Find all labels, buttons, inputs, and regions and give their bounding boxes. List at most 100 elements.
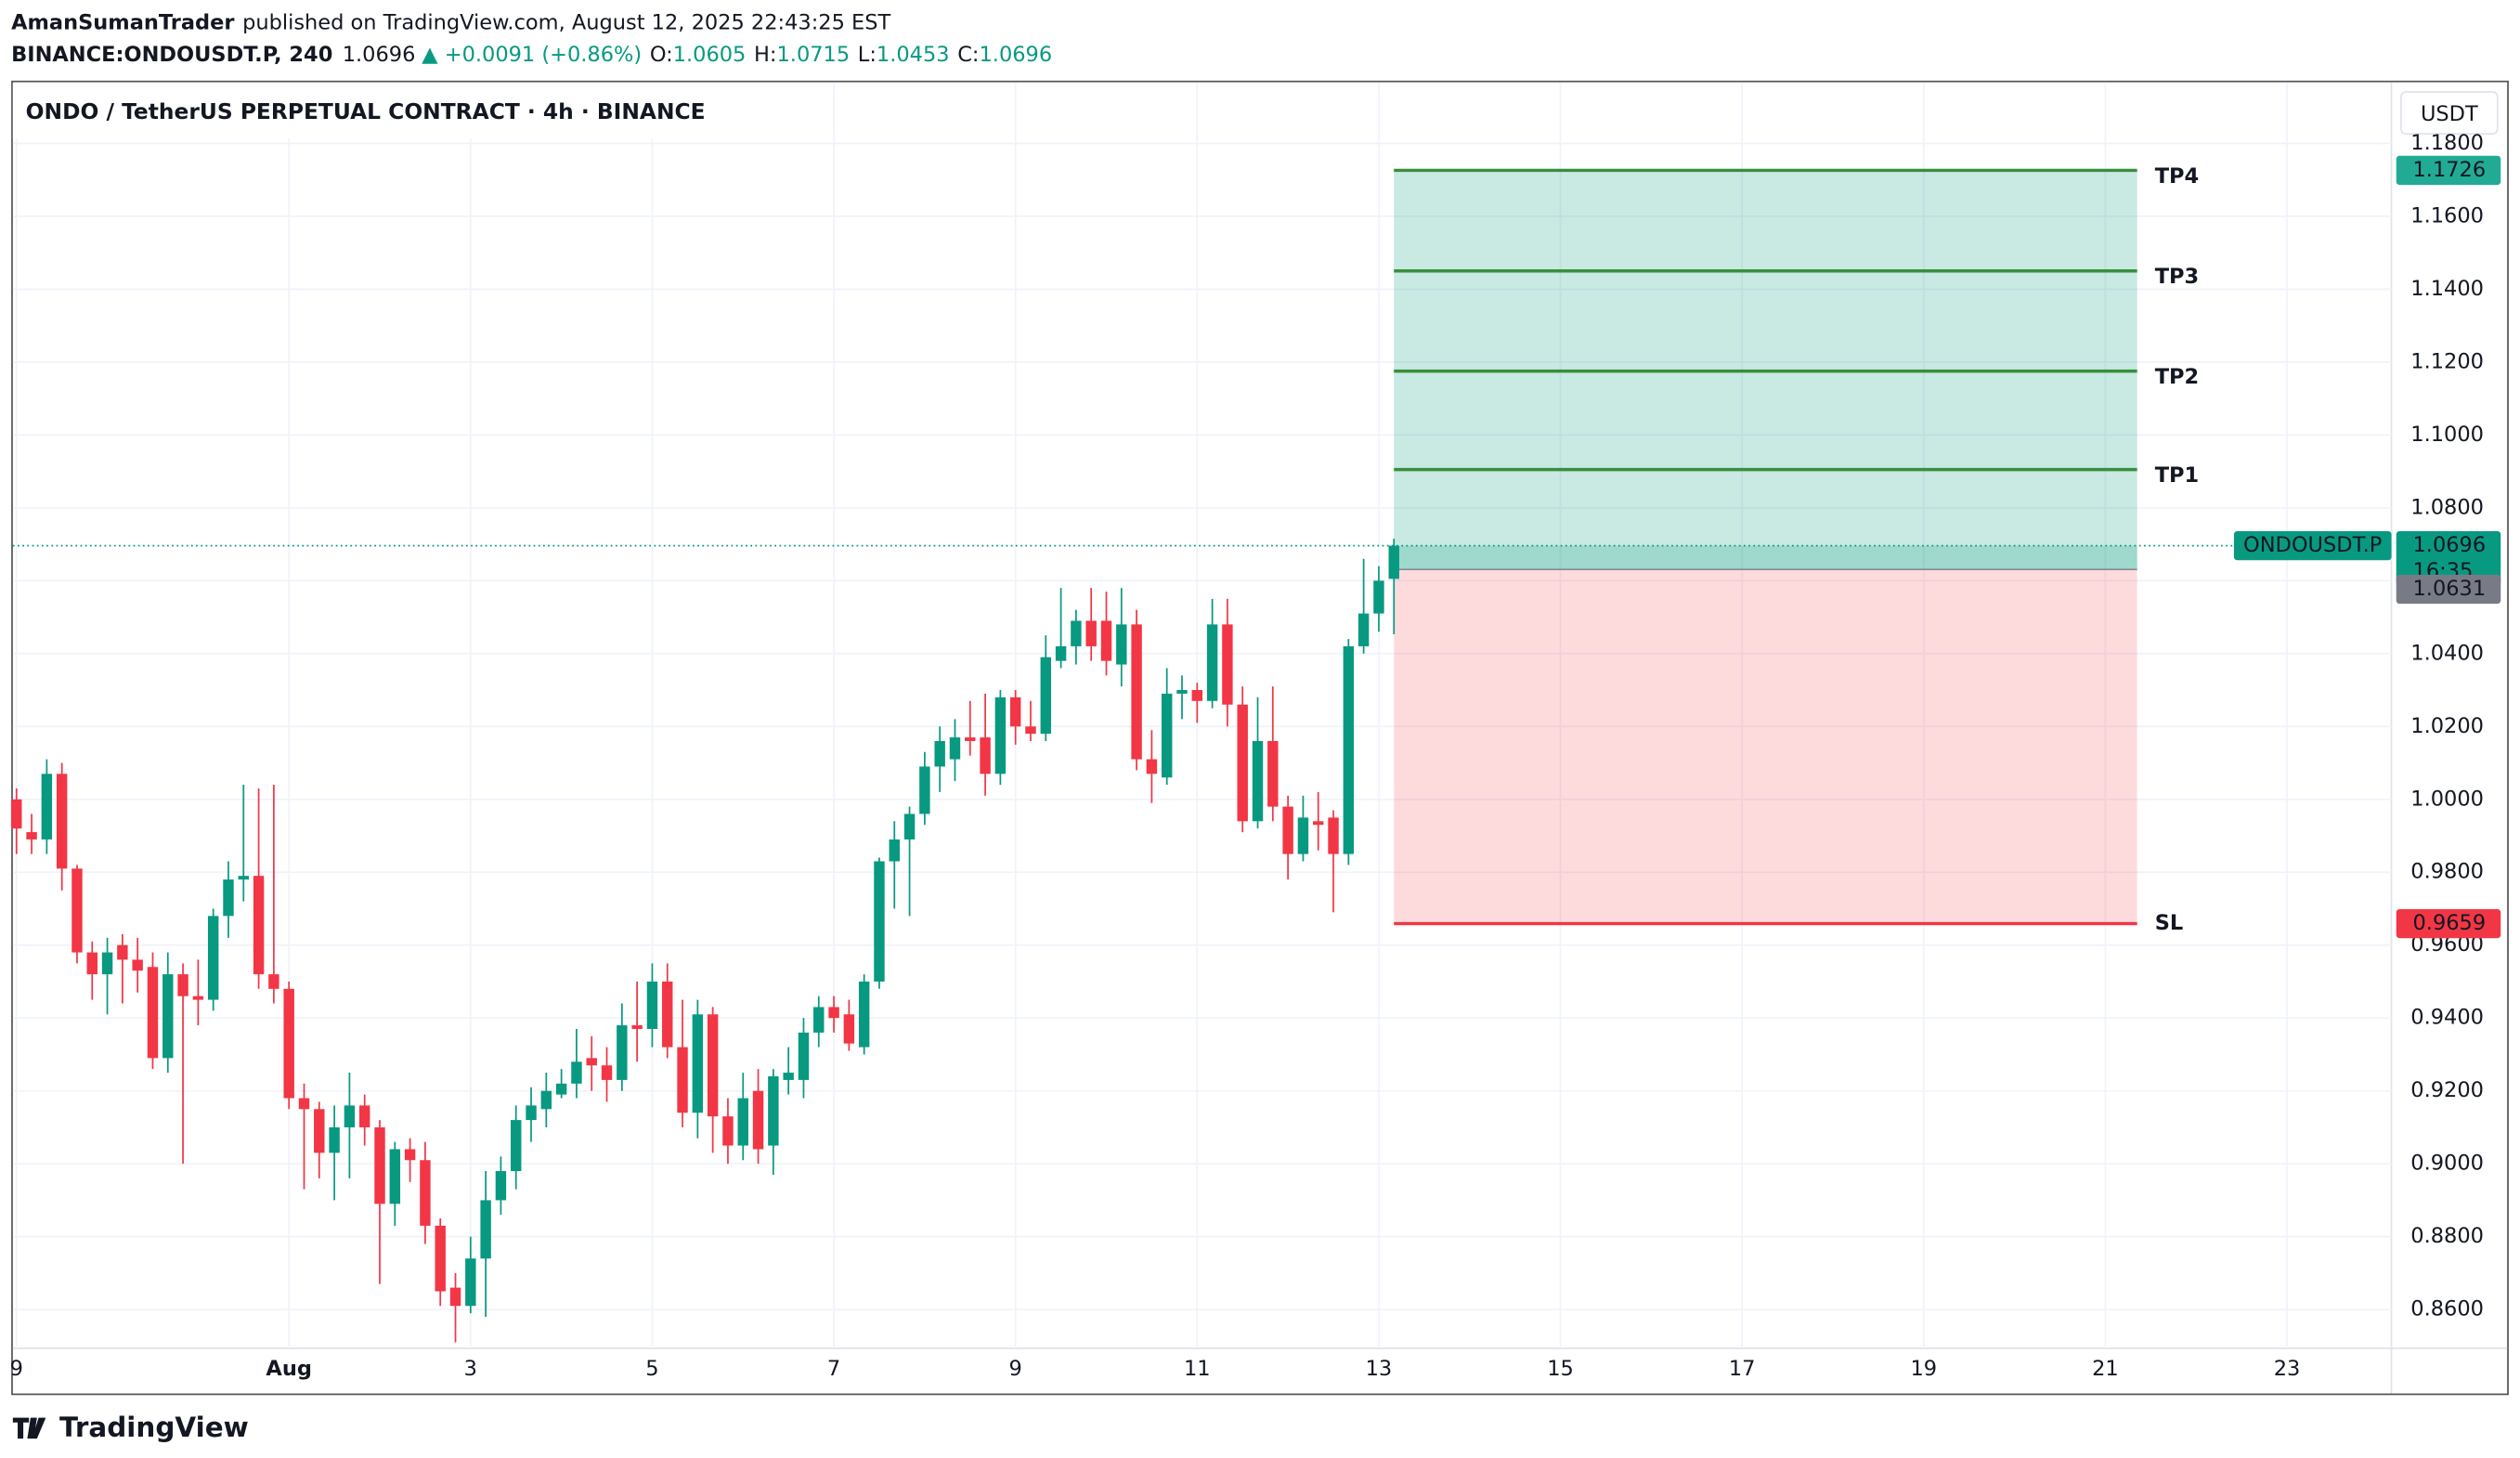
stop-price-badge-bg bbox=[2396, 908, 2501, 939]
candle-body bbox=[1071, 620, 1082, 646]
candle-body bbox=[101, 952, 113, 975]
last-price-badge-bg bbox=[2396, 531, 2501, 587]
candle-body bbox=[798, 1032, 810, 1080]
candle-body bbox=[601, 1065, 613, 1080]
candle-body bbox=[11, 799, 22, 829]
candle-body bbox=[449, 1287, 461, 1307]
logo-icon bbox=[12, 1417, 46, 1439]
plot: TP1 TP2 TP3 TP4 SL bbox=[11, 164, 2392, 1343]
candle-body bbox=[1055, 645, 1067, 661]
target-label: TP4 bbox=[2155, 164, 2199, 189]
x-tick-label: 13 bbox=[1366, 1357, 1393, 1381]
candle-body bbox=[662, 981, 673, 1048]
published: published on TradingView.com, August 12,… bbox=[242, 10, 890, 34]
candle-body bbox=[1297, 817, 1309, 854]
header-line-2: BINANCE:ONDOUSDT.P, 240 1.0696 ▲ +0.0091 (… bbox=[11, 43, 1052, 67]
candle-body bbox=[646, 981, 658, 1029]
candle-body bbox=[1388, 545, 1399, 579]
x-tick-label: 7 bbox=[827, 1357, 840, 1381]
x-tick-label: Aug bbox=[266, 1357, 311, 1381]
candle-body bbox=[253, 876, 265, 975]
symbol-badge: ONDOUSDT.P bbox=[2243, 533, 2382, 557]
h-value: 1.0715 bbox=[777, 43, 851, 67]
candle-body bbox=[1191, 690, 1203, 701]
y-tick-label: 0.9200 bbox=[2410, 1078, 2484, 1102]
y-unit[interactable]: USDT bbox=[2421, 102, 2478, 126]
candle-body bbox=[889, 839, 900, 862]
candle-body bbox=[1176, 690, 1188, 694]
brand: TradingView bbox=[59, 1412, 249, 1443]
candle-body bbox=[783, 1073, 794, 1080]
candle-body bbox=[994, 696, 1007, 775]
target-price-badge: 1.1726 bbox=[2413, 158, 2487, 182]
x-tick-label: 21 bbox=[2092, 1357, 2119, 1381]
chart-frame bbox=[11, 80, 2509, 1396]
grid bbox=[12, 82, 2392, 1347]
c-value: 1.0696 bbox=[980, 43, 1053, 67]
candle-body bbox=[344, 1105, 356, 1127]
candle-body bbox=[828, 1007, 839, 1019]
candle-body bbox=[1373, 580, 1384, 614]
symbol-badge-bg bbox=[2233, 531, 2392, 561]
candle-body bbox=[162, 974, 174, 1059]
stop-price-badge: 0.9659 bbox=[2413, 911, 2487, 935]
target-label: TP2 bbox=[2155, 365, 2199, 389]
open-pnl-zone bbox=[1394, 545, 2137, 570]
x-tick-label: 23 bbox=[2274, 1357, 2301, 1381]
candle-body bbox=[1025, 726, 1036, 735]
candle-body bbox=[374, 1126, 385, 1204]
candle-body bbox=[329, 1126, 340, 1153]
candle-body bbox=[1100, 620, 1112, 661]
y-tick-label: 0.8600 bbox=[2410, 1297, 2484, 1321]
o-value: 1.0605 bbox=[673, 43, 747, 67]
symbol: BINANCE:ONDOUSDT.P, 240 bbox=[11, 43, 332, 67]
candle-body bbox=[238, 876, 250, 880]
o-label: O: bbox=[650, 43, 673, 67]
candle-body bbox=[1085, 620, 1097, 646]
candle-body bbox=[1009, 696, 1021, 727]
candle-body bbox=[1131, 624, 1142, 760]
candle-body bbox=[207, 916, 219, 1000]
candle-body bbox=[903, 814, 916, 840]
candle-body bbox=[1313, 821, 1324, 826]
candle-body bbox=[752, 1090, 764, 1150]
y-tick-label: 1.1600 bbox=[2410, 203, 2484, 228]
x-tick-label: 9 bbox=[1009, 1357, 1022, 1381]
entry-price-badge-bg bbox=[2396, 574, 2501, 605]
target-label: TP3 bbox=[2155, 265, 2199, 289]
candle-body bbox=[1161, 693, 1173, 778]
y-tick-label: 1.1000 bbox=[2410, 423, 2484, 447]
candle-body bbox=[934, 740, 945, 767]
candle-body bbox=[71, 868, 83, 953]
l-label: L: bbox=[858, 43, 877, 67]
y-tick-label: 1.0400 bbox=[2410, 641, 2484, 665]
candle-body bbox=[41, 774, 53, 840]
l-value: 1.0453 bbox=[877, 43, 950, 67]
candle-body bbox=[692, 1014, 704, 1113]
candle-body bbox=[540, 1090, 552, 1110]
candle-body bbox=[404, 1149, 416, 1161]
candle-body bbox=[813, 1007, 825, 1033]
y-tick-label: 1.0800 bbox=[2410, 495, 2484, 519]
candle-body bbox=[1116, 624, 1127, 665]
last-price-badge: 1.0696 bbox=[2413, 533, 2487, 557]
candle-body bbox=[465, 1258, 476, 1307]
candle-body bbox=[132, 959, 143, 971]
candle-body bbox=[495, 1171, 507, 1201]
candle-body bbox=[1040, 657, 1051, 735]
candle-body bbox=[389, 1149, 401, 1204]
unit-box[interactable] bbox=[2400, 91, 2499, 136]
c-label: C: bbox=[957, 43, 979, 67]
author: AmanSumanTrader bbox=[11, 10, 235, 34]
candle-body bbox=[631, 1025, 643, 1029]
y-tick-label: 1.1200 bbox=[2410, 349, 2484, 373]
entry-price-badge: 1.0631 bbox=[2413, 577, 2487, 601]
candle-body bbox=[1282, 806, 1293, 854]
candle-body bbox=[117, 944, 128, 960]
candle-body bbox=[768, 1075, 779, 1146]
candle-body bbox=[722, 1116, 734, 1146]
chart-title: ONDO / TetherUS PERPETUAL CONTRACT · 4h … bbox=[26, 98, 706, 124]
x-tick-label: 3 bbox=[464, 1357, 477, 1381]
candle-body bbox=[223, 879, 234, 917]
